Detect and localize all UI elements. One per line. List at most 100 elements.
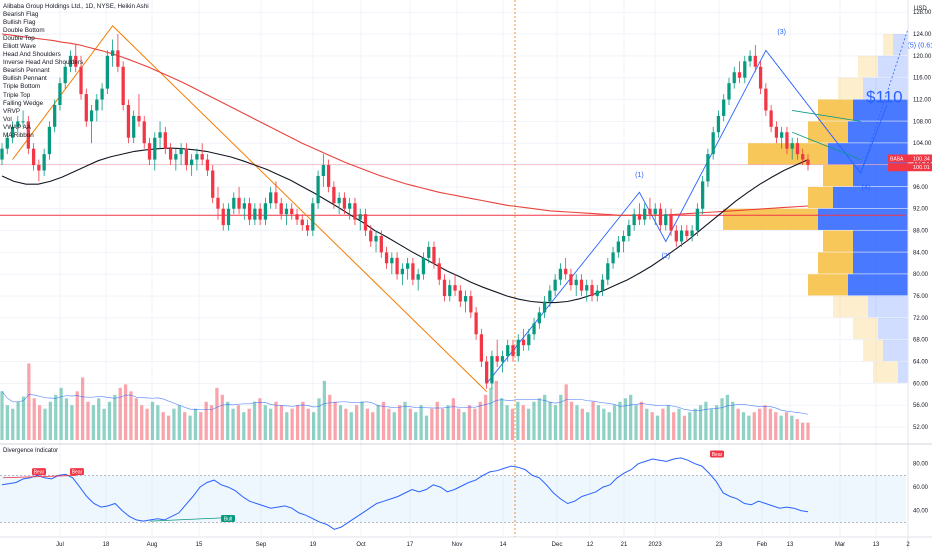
candle-body xyxy=(126,104,131,138)
vp-up-volume xyxy=(848,274,908,296)
candle-body xyxy=(727,83,731,100)
candle-body xyxy=(442,279,447,297)
candle-body xyxy=(110,50,115,56)
candle-body xyxy=(716,115,721,133)
volume-bar xyxy=(317,398,321,440)
candle-body xyxy=(284,208,289,215)
candle-body xyxy=(432,246,436,264)
price-tick-label: 64.00 xyxy=(913,360,929,366)
volume-bar xyxy=(54,394,58,440)
candle-body xyxy=(695,208,700,231)
vp-up-volume xyxy=(878,317,908,340)
candle-body xyxy=(163,132,167,149)
volume-bar xyxy=(258,398,262,440)
candle-body xyxy=(237,197,241,209)
candle-body xyxy=(743,61,747,78)
volume-bar xyxy=(747,415,751,440)
volume-bar xyxy=(97,398,101,440)
time-tick-label: Dec xyxy=(552,542,563,548)
candle-body xyxy=(21,121,25,123)
volume-bar xyxy=(435,401,439,440)
candle-body xyxy=(521,339,526,346)
volume-bar xyxy=(263,405,267,440)
volume-bar xyxy=(113,394,117,440)
volume-bar xyxy=(430,408,434,440)
volume-bar xyxy=(446,405,450,440)
candle-body xyxy=(516,339,520,357)
candle-body xyxy=(53,104,57,127)
divergence-label: Bear xyxy=(712,452,723,458)
candle-body xyxy=(690,230,694,237)
candle-body xyxy=(722,99,726,116)
volume-bar xyxy=(526,408,531,440)
candle-body xyxy=(801,154,805,160)
volume-bar xyxy=(462,412,466,440)
candle-body xyxy=(58,83,62,105)
time-tick-label: Aug xyxy=(147,542,158,548)
volume-bar xyxy=(639,401,644,440)
candle-body xyxy=(621,236,626,242)
candle-body xyxy=(47,126,52,155)
candle-body xyxy=(121,66,125,105)
volume-bar xyxy=(193,408,198,440)
candle-body xyxy=(321,165,325,176)
candle-body xyxy=(500,356,505,362)
volume-bar xyxy=(559,394,563,440)
candle-body xyxy=(427,246,431,258)
candle-body xyxy=(606,263,610,280)
price-tick-label: 56.00 xyxy=(913,403,929,409)
candle-body xyxy=(374,236,378,242)
volume-bar xyxy=(715,405,719,440)
volume-bar xyxy=(752,412,756,440)
volume-bar xyxy=(505,405,509,440)
candle-body xyxy=(400,268,404,275)
candle-body xyxy=(226,208,231,226)
wedge-lower-line xyxy=(792,131,861,160)
volume-bar xyxy=(70,405,74,440)
vp-down-volume xyxy=(833,296,868,318)
candle-body xyxy=(253,208,257,220)
volume-bars xyxy=(0,363,810,440)
candle-body xyxy=(342,197,347,209)
volume-bar xyxy=(618,401,622,440)
wave-annotations: (1) (2) (3) (4) (5) (0.618) $110 xyxy=(635,29,932,260)
volume-bar xyxy=(156,405,160,440)
volume-bar xyxy=(349,412,353,440)
vp-down-volume xyxy=(883,34,893,56)
volume-bar xyxy=(129,391,133,440)
candle-body xyxy=(701,181,705,209)
volume-bar xyxy=(295,405,300,440)
candle-body xyxy=(511,345,515,357)
wave-label: (5) (0.618) xyxy=(908,43,932,50)
candle-body xyxy=(190,159,194,166)
volume-bar xyxy=(602,408,606,440)
candle-body xyxy=(558,268,563,280)
volume-bar xyxy=(247,408,251,440)
volume-bar xyxy=(86,401,90,440)
vp-down-volume xyxy=(818,252,853,274)
volume-bar xyxy=(537,398,541,440)
volume-bar xyxy=(414,412,418,440)
volume-bar xyxy=(204,401,208,440)
wave5-projection-line xyxy=(860,28,909,174)
last-price-text: 100.01 xyxy=(913,165,930,171)
candle-body xyxy=(653,208,657,215)
candle-body xyxy=(89,110,94,122)
candle-body xyxy=(42,154,46,171)
candle-body xyxy=(247,203,252,220)
volume-bar xyxy=(220,394,224,440)
volume-bar xyxy=(285,412,289,440)
volume-bar xyxy=(91,405,95,440)
candle-body xyxy=(463,296,468,302)
volume-bar xyxy=(188,415,192,440)
volume-bar xyxy=(199,412,203,440)
candle-body xyxy=(369,230,373,242)
vp-down-volume xyxy=(863,339,883,361)
price-tick-label: 96.00 xyxy=(913,185,929,191)
candle-body xyxy=(474,312,478,335)
last-price-box xyxy=(888,154,932,163)
price-tick-label: 108.00 xyxy=(913,119,932,125)
price-tick-label: 128.00 xyxy=(913,10,932,16)
vp-up-volume xyxy=(878,55,908,78)
time-tick-label: Feb xyxy=(757,542,768,548)
